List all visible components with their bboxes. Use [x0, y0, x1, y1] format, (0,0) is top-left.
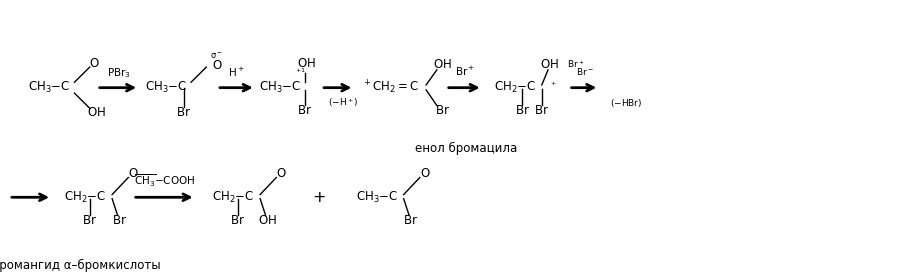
Text: $\mathsf{CH_2{-}C}$: $\mathsf{CH_2{-}C}$ — [65, 190, 106, 205]
Text: $\mathsf{O}$: $\mathsf{O}$ — [89, 56, 100, 70]
Text: $\mathsf{O}$: $\mathsf{O}$ — [276, 167, 287, 180]
Text: $\mathsf{Br}$: $\mathsf{Br}$ — [83, 214, 97, 227]
Text: $\mathsf{O}$: $\mathsf{O}$ — [420, 167, 431, 180]
Text: $\mathsf{CH_2{-}C}$: $\mathsf{CH_2{-}C}$ — [213, 190, 254, 205]
Text: бромангид α–бромкислоты: бромангид α–бромкислоты — [0, 259, 161, 272]
Text: $\mathsf{CH_3{-}C}$: $\mathsf{CH_3{-}C}$ — [29, 80, 70, 95]
Text: енол бромацила: енол бромацила — [415, 141, 518, 155]
Text: $\mathsf{(-HBr)}$: $\mathsf{(-HBr)}$ — [610, 97, 642, 109]
Text: $\mathsf{Br}$: $\mathsf{Br}$ — [535, 104, 549, 117]
Text: $\mathsf{OH}$: $\mathsf{OH}$ — [257, 214, 277, 227]
Text: $\mathsf{PBr_3}$: $\mathsf{PBr_3}$ — [107, 66, 130, 79]
Text: $\mathsf{Br}$: $\mathsf{Br}$ — [515, 104, 529, 117]
Text: $\mathsf{^{+1}}$: $\mathsf{^{+1}}$ — [295, 67, 306, 76]
Text: $\mathsf{\overline{CH_3}{-}COOH}$: $\mathsf{\overline{CH_3}{-}COOH}$ — [134, 173, 195, 189]
Text: $\mathsf{^+CH_2{=}C}$: $\mathsf{^+CH_2{=}C}$ — [361, 79, 419, 96]
Text: $\mathsf{\overset{\sigma^-}{O}}$: $\mathsf{\overset{\sigma^-}{O}}$ — [210, 52, 222, 73]
Text: $\mathsf{O}$: $\mathsf{O}$ — [128, 167, 139, 180]
Text: $\mathsf{+}$: $\mathsf{+}$ — [311, 190, 326, 205]
Text: $\mathsf{(-H^+)}$: $\mathsf{(-H^+)}$ — [328, 96, 359, 109]
Text: $\mathsf{CH_3{-}C}$: $\mathsf{CH_3{-}C}$ — [356, 190, 397, 205]
Text: $\mathsf{Br}$: $\mathsf{Br}$ — [177, 106, 191, 119]
Text: $\mathsf{CH_3{-}C}$: $\mathsf{CH_3{-}C}$ — [259, 80, 300, 95]
Text: $\mathsf{Br^+}$: $\mathsf{Br^+}$ — [567, 59, 585, 70]
Text: $\mathsf{OH}$: $\mathsf{OH}$ — [297, 56, 317, 70]
Text: $\mathsf{OH}$: $\mathsf{OH}$ — [539, 58, 559, 71]
Text: $\mathsf{H^+}$: $\mathsf{H^+}$ — [229, 66, 245, 79]
Text: $\mathsf{Br^+}$: $\mathsf{Br^+}$ — [455, 65, 475, 78]
Text: $\mathsf{CH_2{-}C}$: $\mathsf{CH_2{-}C}$ — [494, 80, 536, 95]
Text: $\mathsf{Br}$: $\mathsf{Br}$ — [231, 214, 245, 227]
Text: $\mathsf{OH}$: $\mathsf{OH}$ — [86, 106, 106, 119]
Text: $\mathsf{Br}$: $\mathsf{Br}$ — [404, 214, 418, 227]
Text: $^+$: $^+$ — [549, 81, 556, 89]
Text: $\mathsf{OH}$: $\mathsf{OH}$ — [432, 58, 452, 71]
Text: $\mathsf{Br}$: $\mathsf{Br}$ — [435, 104, 449, 118]
Text: $\mathsf{Br}$: $\mathsf{Br}$ — [112, 214, 126, 227]
Text: $\mathsf{Br}$: $\mathsf{Br}$ — [298, 104, 312, 118]
Text: $\mathsf{CH_3{-}C}$: $\mathsf{CH_3{-}C}$ — [145, 80, 187, 95]
Text: $\mathsf{Br^-}$: $\mathsf{Br^-}$ — [576, 66, 594, 77]
